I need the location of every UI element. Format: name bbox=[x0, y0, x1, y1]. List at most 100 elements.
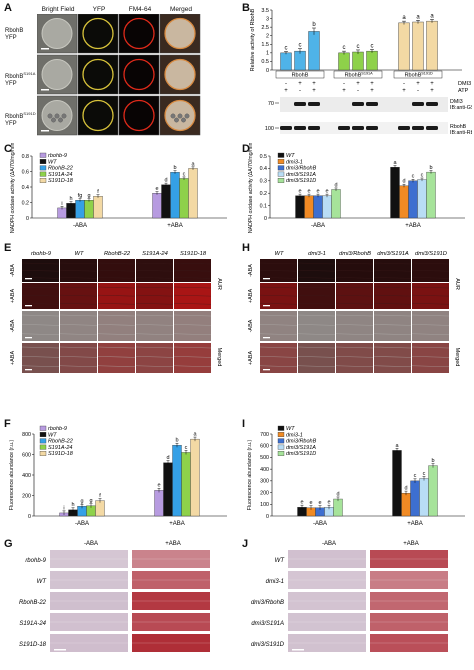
cell-file bbox=[173, 294, 212, 297]
treatment-sign: + bbox=[298, 81, 302, 87]
cell-file bbox=[411, 302, 450, 305]
root-segment bbox=[288, 550, 366, 568]
blot-sublabel: IB:anti-GST bbox=[450, 105, 472, 111]
cell-file bbox=[411, 269, 450, 272]
micrograph-tile bbox=[77, 54, 119, 95]
y-tick-label: 0.4 bbox=[22, 185, 29, 191]
y-tick-label: 3 bbox=[266, 16, 269, 22]
blot-band bbox=[426, 102, 438, 106]
legend-swatch bbox=[39, 152, 47, 158]
legend-entry: WT bbox=[48, 159, 57, 165]
scale-bar bbox=[292, 649, 304, 651]
treatment-name: DMI3 bbox=[458, 81, 471, 87]
bar bbox=[152, 193, 162, 219]
y-axis-label: Relative activity of RbohB bbox=[250, 8, 256, 71]
column-label: -ABA bbox=[84, 541, 98, 547]
row-label: -ABA bbox=[10, 319, 16, 332]
y-tick-label: 800 bbox=[22, 432, 31, 438]
cell-file bbox=[135, 302, 174, 305]
cell-file bbox=[135, 324, 174, 326]
treatment-sign: - bbox=[299, 88, 301, 94]
row-label: dmi3-1 bbox=[266, 579, 284, 585]
bar bbox=[366, 50, 378, 71]
significance-letter: c bbox=[299, 43, 302, 49]
blot-band bbox=[412, 102, 424, 106]
y-tick-label: 0.3 bbox=[260, 179, 267, 185]
significance-letter: e bbox=[309, 500, 312, 506]
micrograph-tile bbox=[118, 14, 160, 54]
significance-letter: c bbox=[371, 43, 374, 49]
cell-file bbox=[335, 277, 374, 279]
row-label: dmi3/S191D bbox=[251, 642, 285, 648]
chloroplast bbox=[47, 113, 53, 119]
cell-file bbox=[97, 262, 136, 265]
chloroplast bbox=[177, 113, 183, 119]
root-segment bbox=[132, 592, 210, 610]
row-label: -ABA bbox=[248, 264, 254, 277]
row-label: +ABA bbox=[248, 289, 254, 304]
significance-letter: h bbox=[69, 196, 72, 202]
row-label-rbohb: RbohB YFP bbox=[5, 28, 24, 41]
legend-entry: WT bbox=[286, 426, 295, 432]
col-fm464: FM4-64 bbox=[128, 6, 152, 13]
legend-swatch bbox=[277, 152, 285, 158]
significance-letter: c bbox=[414, 473, 417, 479]
root-segment bbox=[288, 592, 366, 610]
legend-entry: dmi3/RbohB bbox=[286, 439, 317, 445]
panel-f-label: F bbox=[4, 418, 11, 430]
cell-file bbox=[21, 302, 60, 305]
root-segment-bg bbox=[288, 634, 366, 652]
root-segment bbox=[288, 571, 366, 589]
aur-image-grid-h: WT dmi3-1 dmi3/RbohB dmi3/S191A dmi3/S191D -A… bbox=[248, 251, 460, 373]
y-tick-label: 1 bbox=[266, 51, 269, 57]
bar bbox=[66, 203, 76, 219]
treatment-sign: + bbox=[416, 81, 420, 87]
chloroplast bbox=[54, 113, 60, 119]
significance-letter: i bbox=[63, 505, 64, 511]
scale-bar bbox=[263, 337, 270, 339]
treatment-sign: - bbox=[403, 81, 405, 87]
right-label-aur: AUR bbox=[454, 278, 460, 290]
bar bbox=[75, 199, 85, 219]
row-label: -ABA bbox=[248, 319, 254, 332]
blot-sublabel: IB:anti-RbohB bbox=[450, 130, 472, 136]
cell-file bbox=[259, 365, 298, 368]
group-label: RbohB bbox=[405, 73, 422, 79]
bar bbox=[419, 478, 429, 517]
cell-file bbox=[259, 356, 298, 358]
legend-swatch bbox=[39, 451, 47, 456]
row-label: WT bbox=[275, 558, 286, 564]
y-axis-label: NADPH oxidase activity (ΔA/70/mg/min) bbox=[10, 143, 16, 233]
cell-file bbox=[97, 277, 136, 279]
column-label: rbohb-9 bbox=[31, 251, 52, 257]
micrograph-tile bbox=[118, 95, 160, 136]
scale-bar bbox=[263, 305, 270, 307]
cell-file bbox=[97, 302, 136, 305]
row-label: dmi3/RbohB bbox=[251, 600, 284, 606]
cell-file bbox=[297, 262, 336, 265]
significance-letter: a bbox=[416, 14, 420, 20]
legend-entry: dmi3-1 bbox=[286, 432, 303, 438]
y-tick-label: 300 bbox=[260, 479, 269, 485]
cell-file bbox=[97, 324, 136, 326]
panel-g-label: G bbox=[4, 538, 13, 550]
col-yfp: YFP bbox=[92, 6, 106, 13]
row-label: +ABA bbox=[10, 351, 16, 366]
bar bbox=[163, 462, 173, 517]
bar bbox=[331, 189, 341, 219]
root-segment-bg bbox=[288, 550, 366, 568]
y-tick-label: 200 bbox=[22, 493, 31, 499]
legend-swatch bbox=[277, 159, 285, 164]
right-label-merged: Merged bbox=[454, 348, 460, 367]
cell-file bbox=[259, 277, 298, 279]
significance-letter: c bbox=[423, 471, 426, 477]
right-label-merged: Merged bbox=[216, 348, 222, 367]
cell-file bbox=[335, 302, 374, 305]
micrograph-tile bbox=[77, 14, 119, 54]
cell-file bbox=[135, 356, 174, 358]
protoplast-cell bbox=[164, 17, 196, 50]
column-label: +ABA bbox=[403, 541, 419, 547]
cell-file bbox=[173, 333, 212, 336]
cell-file bbox=[173, 269, 212, 272]
cell-file bbox=[21, 277, 60, 279]
